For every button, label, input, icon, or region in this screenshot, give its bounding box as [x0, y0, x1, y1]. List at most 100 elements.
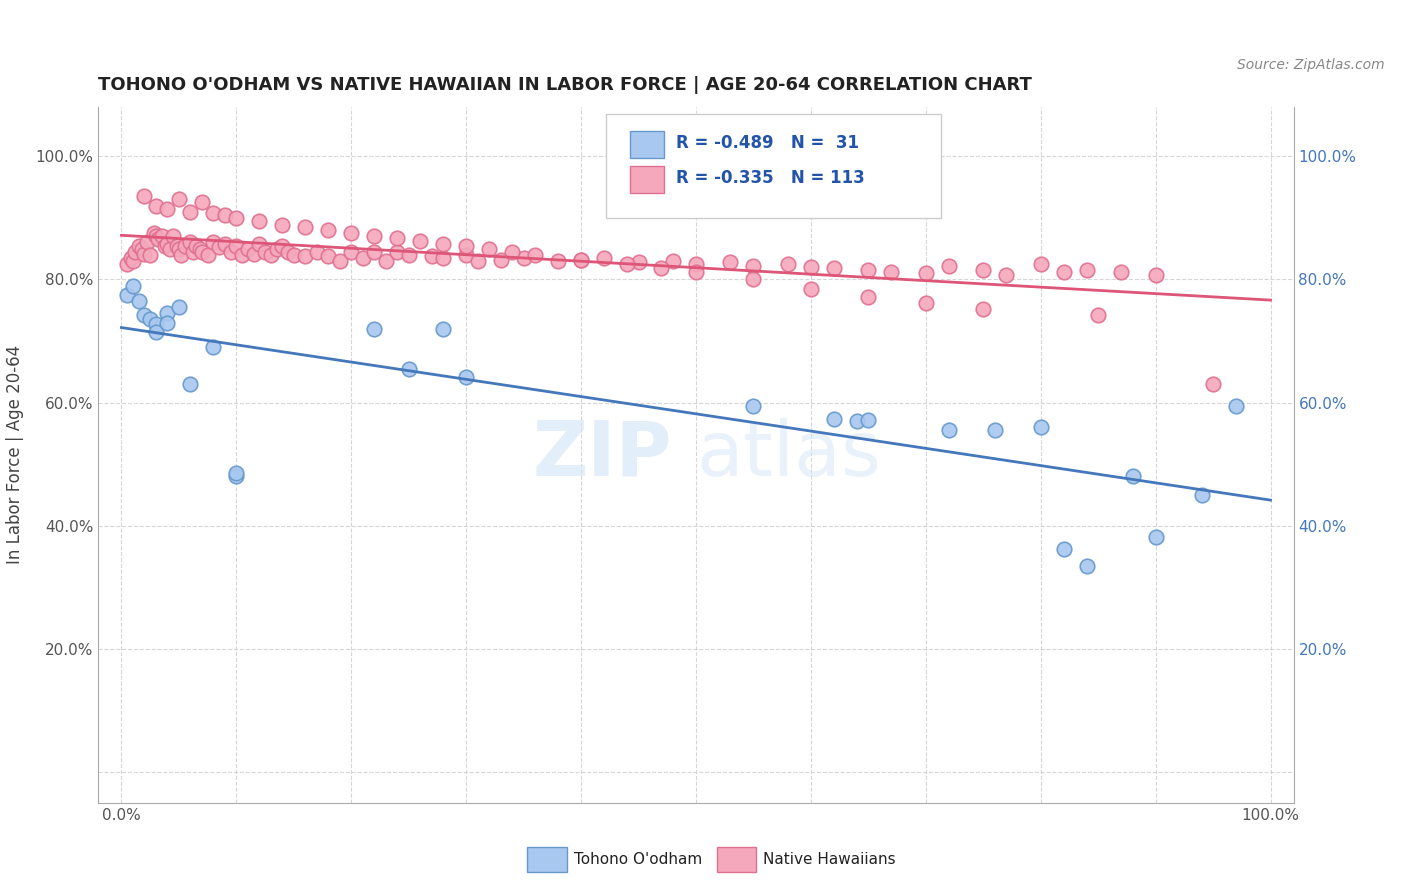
Point	[145, 198, 167, 212]
Point	[1191, 488, 1213, 502]
Point	[456, 370, 478, 384]
Point	[363, 229, 385, 244]
Point	[128, 238, 150, 252]
Point	[1225, 399, 1247, 413]
Point	[170, 248, 193, 262]
Point	[214, 208, 236, 222]
Point	[1053, 265, 1076, 279]
Point	[202, 235, 225, 250]
Point	[159, 242, 181, 256]
Point	[208, 240, 231, 254]
Point	[593, 251, 616, 265]
Point	[1076, 263, 1098, 277]
Point	[685, 257, 707, 271]
Point	[627, 255, 650, 269]
Point	[156, 202, 179, 216]
Point	[467, 254, 489, 268]
Point	[266, 242, 288, 256]
Point	[432, 321, 454, 335]
Text: R = -0.335   N = 113: R = -0.335 N = 113	[676, 169, 865, 187]
Point	[972, 301, 994, 316]
Point	[202, 340, 225, 354]
Text: Tohono O'odham: Tohono O'odham	[574, 853, 702, 867]
Point	[800, 282, 823, 296]
Point	[181, 244, 204, 259]
Point	[122, 278, 145, 293]
Point	[188, 242, 211, 256]
Point	[153, 238, 176, 252]
Point	[1144, 530, 1167, 544]
Point	[858, 263, 880, 277]
Point	[115, 288, 138, 302]
Point	[1202, 377, 1225, 392]
Point	[191, 244, 214, 259]
Point	[329, 254, 352, 268]
Point	[501, 244, 523, 259]
Point	[131, 242, 153, 256]
Point	[398, 248, 420, 262]
Point	[166, 238, 188, 252]
Text: ZIP: ZIP	[533, 418, 672, 491]
Point	[173, 238, 195, 252]
Text: Native Hawaiians: Native Hawaiians	[763, 853, 896, 867]
Point	[156, 236, 179, 251]
Point	[938, 259, 960, 273]
Point	[316, 223, 339, 237]
Point	[456, 248, 478, 262]
Point	[225, 211, 247, 225]
Point	[995, 268, 1018, 282]
Text: R = -0.489   N =  31: R = -0.489 N = 31	[676, 134, 859, 153]
Point	[938, 423, 960, 437]
Point	[914, 266, 936, 280]
Point	[236, 242, 259, 256]
Point	[524, 248, 547, 262]
Point	[1029, 420, 1052, 434]
Point	[225, 467, 247, 481]
Point	[120, 251, 142, 265]
Point	[1144, 268, 1167, 282]
Point	[134, 308, 156, 322]
Point	[179, 235, 201, 250]
Text: atlas: atlas	[696, 418, 880, 491]
Text: TOHONO O'ODHAM VS NATIVE HAWAIIAN IN LABOR FORCE | AGE 20-64 CORRELATION CHART: TOHONO O'ODHAM VS NATIVE HAWAIIAN IN LAB…	[98, 77, 1032, 95]
Point	[662, 254, 685, 268]
Point	[340, 244, 363, 259]
Point	[277, 244, 299, 259]
Point	[569, 252, 592, 267]
Point	[139, 312, 162, 326]
Point	[219, 244, 242, 259]
Point	[456, 238, 478, 252]
Point	[742, 259, 765, 273]
Point	[880, 265, 903, 279]
Point	[858, 290, 880, 304]
Point	[191, 195, 214, 210]
Point	[294, 220, 316, 235]
Point	[363, 244, 385, 259]
Point	[139, 248, 162, 262]
Point	[363, 321, 385, 335]
Point	[156, 316, 179, 330]
Point	[823, 261, 845, 276]
Point	[145, 325, 167, 339]
Point	[420, 249, 443, 263]
Point	[409, 234, 432, 248]
Point	[823, 412, 845, 426]
Point	[179, 377, 201, 392]
Point	[685, 265, 707, 279]
Point	[145, 229, 167, 244]
Point	[162, 229, 184, 244]
Point	[616, 257, 638, 271]
Point	[124, 244, 146, 259]
Point	[260, 248, 283, 262]
Point	[340, 227, 363, 241]
Point	[742, 399, 765, 413]
Point	[1053, 542, 1076, 557]
Point	[167, 242, 190, 256]
Point	[800, 260, 823, 274]
Point	[1087, 308, 1109, 322]
Point	[512, 251, 534, 265]
Point	[914, 296, 936, 310]
Bar	[630, 131, 664, 158]
FancyBboxPatch shape	[606, 114, 941, 219]
Point	[374, 254, 396, 268]
